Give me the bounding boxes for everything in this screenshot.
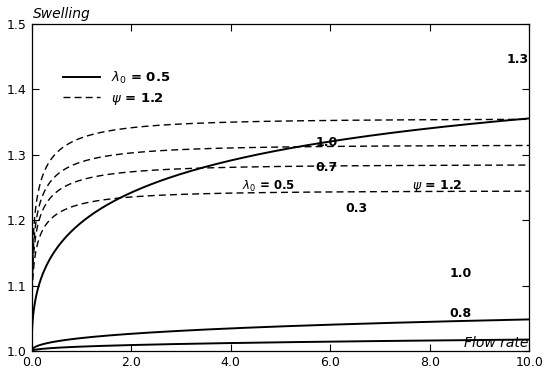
Text: 0.3: 0.3	[345, 202, 367, 215]
Text: Flow rate: Flow rate	[464, 336, 528, 350]
Text: $\lambda_0$ = 0.5: $\lambda_0$ = 0.5	[242, 179, 295, 194]
Text: 0.7: 0.7	[315, 161, 338, 174]
Legend: $\lambda_0$ = 0.5, $\psi$ = 1.2: $\lambda_0$ = 0.5, $\psi$ = 1.2	[63, 70, 170, 107]
Text: 1.3: 1.3	[507, 53, 529, 66]
Text: $\psi$ = 1.2: $\psi$ = 1.2	[412, 178, 462, 194]
Text: 0.8: 0.8	[449, 307, 472, 320]
Text: 1.0: 1.0	[315, 136, 338, 150]
Text: Swelling: Swelling	[32, 6, 90, 21]
Text: 1.0: 1.0	[449, 267, 472, 280]
